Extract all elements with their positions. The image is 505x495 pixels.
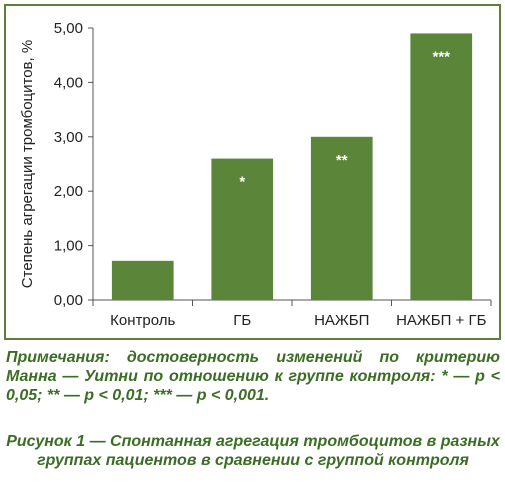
- y-axis-label: Степень агрегации тромбоцитов, %: [19, 40, 36, 288]
- significance-label: **: [336, 152, 348, 169]
- bar: [211, 158, 274, 300]
- x-tick-label: ГБ: [233, 312, 251, 329]
- x-tick-label: НАЖБП + ГБ: [396, 312, 487, 329]
- y-tick-label: 5,00: [54, 20, 83, 37]
- y-tick-label: 4,00: [54, 74, 83, 91]
- x-tick-label: НАЖБП: [314, 312, 369, 329]
- bar: [310, 136, 373, 300]
- significance-label: ***: [432, 48, 450, 65]
- significance-label: *: [239, 174, 245, 191]
- chart-frame: 0,00 1,00 2,00 3,00 4,00 5,00 Контроль ГБ * НАЖБП…: [4, 4, 501, 340]
- y-tick-label: 2,00: [54, 183, 83, 200]
- chart-note: Примечания: достоверность изменений по к…: [6, 349, 500, 404]
- bar: [410, 33, 473, 300]
- bar: [111, 260, 174, 300]
- y-tick-label: 1,00: [54, 238, 83, 255]
- bar-chart: 0,00 1,00 2,00 3,00 4,00 5,00 Контроль ГБ * НАЖБП…: [19, 20, 492, 329]
- figure-caption: Рисунок 1 — Спонтанная агрегация тромбоц…: [6, 433, 500, 469]
- y-tick-label: 0,00: [54, 292, 83, 309]
- x-tick-label: Контроль: [110, 312, 175, 329]
- y-tick-label: 3,00: [54, 129, 83, 146]
